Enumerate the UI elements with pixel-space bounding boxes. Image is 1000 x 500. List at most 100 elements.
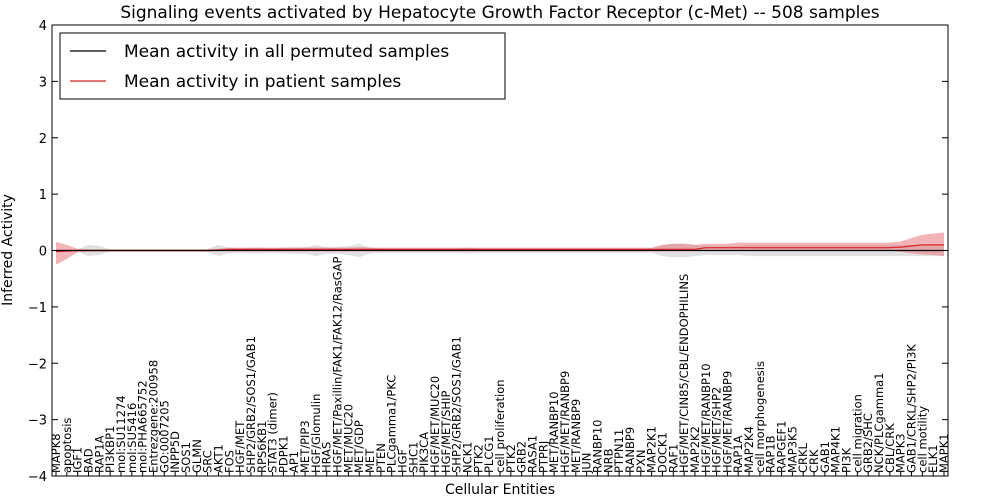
x-entity-label: CRK: [807, 449, 821, 473]
x-entity-label: HGF/MET/SHP2: [710, 387, 724, 473]
x-entity-label: NCK/PLCgamma1: [872, 372, 886, 473]
x-entity-label: RAP1A: [92, 435, 106, 473]
x-entity-label: PTPRJ: [536, 441, 550, 473]
x-entity-label: PXN: [634, 450, 648, 473]
y-axis-label: Inferred Activity: [0, 194, 16, 306]
x-entity-label: PIK3CA: [417, 432, 431, 473]
x-entity-label: MAP3K5: [785, 426, 799, 473]
legend-label-permuted: Mean activity in all permuted samples: [124, 42, 449, 62]
x-entity-label: Entrezgene:200958: [146, 360, 160, 473]
x-entity-label: cell motility: [915, 406, 929, 473]
legend-box: [59, 32, 506, 100]
x-entity-label: HGF/MET: [233, 420, 247, 473]
y-tick-label: 0: [39, 245, 47, 260]
x-entity-label: PI3KBP1: [103, 426, 117, 473]
x-entity-label: PLCG1: [482, 435, 496, 473]
x-entity-label: HGF/MET/RANBP9: [720, 371, 734, 473]
x-entity-label: SHC1: [406, 442, 420, 473]
x-entity-label: MAP2K1: [645, 426, 659, 473]
x-entity-label: HGF/MET/SHIP: [439, 391, 453, 473]
x-entity-label: mol:PHA665752: [136, 380, 150, 473]
x-entity-label: NRB: [601, 448, 615, 473]
x-entity-label: MET/GDP: [352, 420, 366, 473]
series-lines: [52, 244, 948, 253]
x-entity-label: SRC: [201, 450, 215, 473]
x-entity-label: GLMN: [190, 439, 204, 473]
x-entity-label: FOS: [222, 450, 236, 473]
x-entity-label: cell morphogenesis: [753, 361, 767, 473]
x-entity-label: MAP4K1: [829, 426, 843, 473]
chart-title: Signaling events activated by Hepatocyte…: [120, 3, 879, 23]
x-entity-label: AP1: [287, 451, 301, 473]
x-entity-label: HGF/Glomulin: [309, 394, 323, 473]
x-entity-label: NCK1: [461, 442, 475, 474]
x-entity-label: MAP2K4: [742, 426, 756, 473]
x-entity-label: GAB1/CRKL/SHP2/PI3K: [905, 344, 919, 473]
x-entity-label: CRKL: [796, 442, 810, 473]
y-tick-label: 3: [39, 75, 47, 90]
x-entity-label: JUN: [580, 453, 594, 474]
x-entity-label: apoptosis: [60, 418, 74, 473]
x-entity-label: cell proliferation: [493, 379, 507, 473]
x-entity-label: MAPK3: [894, 433, 908, 473]
x-entity-label: MET/PIP3: [298, 420, 312, 473]
x-entity-label: MAPK8: [49, 433, 63, 473]
x-entity-label: CBL/CRK: [883, 423, 897, 473]
legend: Mean activity in all permuted samples Me…: [59, 32, 506, 100]
x-entity-label: PTPN11: [612, 429, 626, 473]
x-entity-label: RAF1: [666, 444, 680, 473]
x-entity-label: MAP2K2: [688, 426, 702, 473]
band-series-1: [56, 232, 944, 265]
y-tick-label: 1: [39, 188, 47, 203]
y-axis-ticks: −4 −3 −2 −1 0 1 2 3 4: [28, 19, 948, 485]
x-entity-label: INPP5D: [168, 431, 182, 473]
x-entity-label: RANBP10: [590, 420, 604, 473]
y-tick-label: 4: [39, 19, 47, 34]
x-entity-label: PTK2: [504, 444, 518, 473]
x-entity-label: RAP1A: [731, 435, 745, 473]
x-entity-label: SOS1: [179, 442, 193, 473]
y-tick-label: −2: [28, 357, 47, 372]
y-tick-label: −1: [28, 301, 47, 316]
x-entity-label: mol:SU5416: [125, 403, 139, 473]
x-entity-label: AKT1: [211, 444, 225, 473]
x-entity-label: PDPK1: [276, 435, 290, 473]
x-entity-label: SHP2/GRB2/SOS1/GAB1: [450, 336, 464, 473]
x-entity-label: MET/RANBP10: [547, 391, 561, 473]
y-tick-label: −4: [28, 470, 47, 485]
x-entity-label: PI3K: [840, 447, 854, 473]
x-entity-label: HGF/MET/RANBP10: [699, 363, 713, 473]
x-entity-label: MET: [363, 448, 377, 473]
x-entity-label: MET/MUC20: [341, 404, 355, 473]
x-entity-label: GRB2/SHC: [861, 413, 875, 473]
x-entity-label: RANBP9: [623, 427, 637, 473]
x-entity-label: cell migration: [850, 394, 864, 473]
x-entity-label: RASA1: [525, 435, 539, 473]
x-entity-label: PTK2: [471, 444, 485, 473]
x-entity-label: HGF/MET/CIN85/CBL/ENDOPHILINS: [677, 274, 691, 473]
x-entity-label: RAP1B: [764, 435, 778, 473]
x-entity-label: DOCK1: [655, 432, 669, 473]
x-entity-label: ELK1: [926, 444, 940, 473]
x-entity-label: IGF1: [71, 447, 85, 473]
legend-label-patient: Mean activity in patient samples: [124, 72, 401, 92]
x-entity-label: PTEN: [374, 443, 388, 473]
y-tick-label: 2: [39, 132, 47, 147]
x-entity-label: MAPK1: [937, 433, 951, 473]
x-entity-label: GO:0007205: [157, 400, 171, 473]
x-entity-label: HGF: [396, 449, 410, 473]
x-axis-entity-labels: MAPK8apoptosisIGF1BADRAP1API3KBP1mol:SU1…: [49, 256, 951, 476]
x-entity-label: BAD: [81, 448, 95, 473]
x-entity-label: STAT3 (dimer): [266, 392, 280, 473]
x-axis-label: Cellular Entities: [445, 482, 555, 498]
y-tick-label: −3: [28, 414, 47, 429]
x-entity-label: RPS6KB1: [255, 421, 269, 473]
x-entity-label: PLCgamma1/PKC: [385, 375, 399, 473]
x-entity-label: GAB1: [818, 441, 832, 473]
x-entity-label: HGF/MET/MUC20: [428, 376, 442, 473]
x-entity-label: RAPGEF1: [775, 421, 789, 473]
x-entity-label: mol:SU11274: [114, 395, 128, 473]
x-entity-label: GRB2: [515, 441, 529, 473]
x-entity-label: MET/RANBP9: [569, 399, 583, 473]
